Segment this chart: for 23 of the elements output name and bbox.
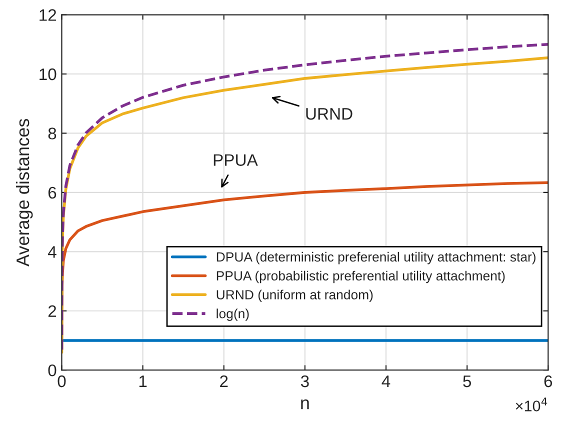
- legend-label: PPUA (probabilistic preferential utility attachment): [216, 270, 505, 284]
- y-axis-title: Average distances: [16, 118, 33, 267]
- x-tick-label: 1: [139, 376, 147, 388]
- x-tick-label: 3: [300, 375, 309, 388]
- y-tick-label: 2: [48, 305, 56, 317]
- x-tick-label: 6: [544, 375, 552, 388]
- x-tick-label: 4: [382, 376, 390, 388]
- x-tick-label: 0: [58, 375, 66, 388]
- text: ×10$^{4}$: [516, 398, 548, 412]
- legend-label: log(n): [216, 308, 249, 321]
- x-tick-label: 5: [463, 376, 472, 388]
- legend-label: URND (uniform at random): [216, 290, 373, 302]
- y-tick-label: 6: [48, 186, 56, 199]
- y-tick-label: 12: [40, 9, 56, 21]
- x-tick-label: 2: [220, 375, 228, 388]
- x-axis-title: n: [301, 399, 309, 410]
- y-tick-label: 4: [48, 246, 56, 258]
- legend-label: DPUA (deterministic preferenial utility attachment: star): [216, 252, 536, 264]
- annotation: URND: [306, 108, 352, 120]
- annotation: PPUA: [214, 154, 258, 166]
- y-tick-label: 0: [48, 364, 56, 376]
- y-tick-label: 10: [40, 68, 56, 80]
- y-tick-label: 8: [48, 128, 56, 140]
